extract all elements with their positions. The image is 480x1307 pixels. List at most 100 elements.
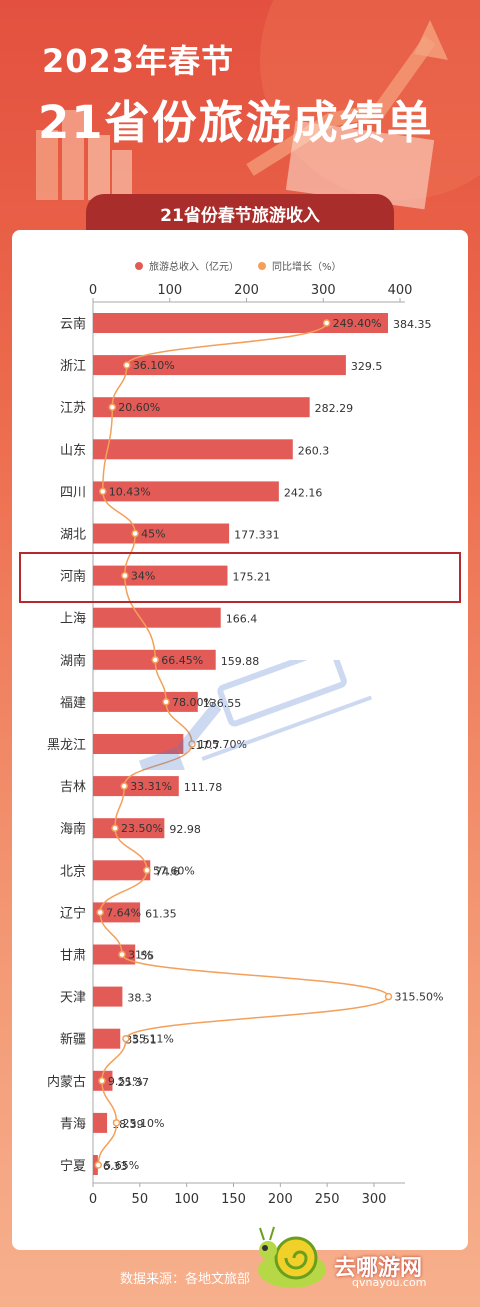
- bar: [93, 355, 346, 376]
- growth-value-label: 66.45%: [161, 654, 203, 667]
- growth-value-label: 31%: [128, 949, 152, 962]
- legend-line-marker: [258, 262, 266, 270]
- bar-value-label: 38.3: [127, 992, 152, 1005]
- bar-value-label: 55: [140, 950, 154, 963]
- bar-value-label: 61.35: [145, 907, 177, 920]
- bar: [93, 397, 310, 418]
- bar: [93, 734, 184, 754]
- growth-point: [123, 361, 131, 369]
- category-label: 湖南: [60, 653, 86, 669]
- growth-point: [151, 656, 159, 664]
- bar-value-label: 35.51: [125, 1034, 157, 1047]
- top-axis-tick-label: 300: [311, 283, 336, 298]
- bar: [93, 1028, 121, 1049]
- bar: [93, 902, 141, 923]
- category-label: 四川: [60, 485, 86, 500]
- legend: 旅游总收入（亿元） 同比增长（%）: [135, 260, 342, 273]
- category-label: 河南: [60, 569, 86, 585]
- growth-point: [112, 1119, 121, 1127]
- growth-value-label: 35.11%: [132, 1033, 174, 1046]
- growth-value-label: 7.64%: [106, 906, 141, 919]
- legend-bar-marker: [135, 262, 143, 270]
- growth-value-label: 10.43%: [109, 485, 151, 498]
- growth-line: [97, 322, 390, 1166]
- category-label: 上海: [60, 612, 86, 627]
- growth-value-label: 78.00%: [172, 696, 214, 709]
- bar-value-label: 329.5: [351, 360, 383, 373]
- growth-value-label: 5.65%: [104, 1159, 139, 1172]
- growth-value-label: 105.70%: [198, 738, 247, 751]
- growth-point: [108, 403, 117, 411]
- growth-point: [120, 782, 128, 790]
- growth-value-label: 9.51%: [108, 1075, 143, 1088]
- bar-value-label: 384.35: [393, 318, 432, 331]
- growth-point: [96, 908, 104, 917]
- bar-series: 384.35 329.5 282.29 260.3 242.16 177.331 175.2…: [93, 313, 431, 1175]
- bar-value-label: 6.33: [103, 1160, 128, 1173]
- category-label: 福建: [60, 696, 86, 711]
- growth-value-label: 36.10%: [133, 359, 175, 372]
- bar-value-label: 260.3: [298, 444, 330, 457]
- growth-value-label: 315.50%: [395, 991, 444, 1004]
- top-axis-tick-label: 100: [157, 283, 182, 298]
- top-axis: 0 100 200 300 400: [89, 283, 412, 303]
- growth-point: [121, 571, 129, 580]
- highlight-box: [19, 552, 461, 603]
- bar: [93, 439, 293, 460]
- growth-value-label: 25.10%: [123, 1117, 165, 1130]
- bar: [93, 481, 279, 502]
- bar: [93, 313, 388, 333]
- watermark-logo: [138, 660, 372, 770]
- bar: [93, 565, 228, 586]
- bottom-axis-tick-label: 200: [268, 1192, 293, 1207]
- bottom-axis-tick-label: 300: [362, 1192, 387, 1207]
- growth-value-label: 33.31%: [130, 780, 172, 793]
- category-label: 浙江: [60, 359, 86, 374]
- bar-value-label: 177.331: [234, 529, 280, 542]
- category-label: 宁夏: [60, 1158, 86, 1174]
- decorative-background: [36, 0, 480, 210]
- growth-value-label: 57.60%: [153, 864, 195, 877]
- category-label: 新疆: [60, 1032, 86, 1048]
- bottom-axis-tick-label: 250: [315, 1192, 340, 1207]
- growth-value-label: 249.40%: [333, 317, 382, 330]
- bar-value-label: 136.55: [203, 697, 242, 710]
- category-label: 海南: [60, 821, 86, 837]
- bar-value-label: 166.4: [226, 613, 258, 626]
- category-label: 江苏: [60, 400, 86, 416]
- bar: [93, 818, 165, 839]
- category-label: 内蒙古: [47, 1074, 86, 1090]
- category-label: 吉林: [60, 780, 86, 795]
- category-label: 云南: [60, 316, 86, 332]
- growth-point: [99, 487, 107, 496]
- bar: [93, 607, 221, 628]
- growth-point: [143, 866, 151, 875]
- growth-point: [131, 529, 139, 538]
- category-label: 山东: [60, 443, 86, 458]
- category-label: 辽宁: [60, 905, 86, 921]
- bottom-axis-tick-label: 0: [89, 1192, 97, 1207]
- growth-point: [188, 740, 196, 748]
- growth-point: [162, 698, 170, 706]
- chart-banner: 21省份春节旅游收入: [86, 194, 394, 232]
- bar: [93, 523, 230, 544]
- category-label: 青海: [60, 1117, 86, 1132]
- bar: [93, 860, 151, 881]
- bar: [93, 944, 136, 965]
- bar: [93, 776, 179, 797]
- growth-point: [94, 1161, 103, 1169]
- growth-point: [384, 992, 393, 1001]
- bar-value-label: 242.16: [284, 486, 323, 499]
- brand-url: qvnayou.com: [352, 1276, 427, 1289]
- growth-value-label: 34%: [131, 570, 155, 583]
- category-label: 甘肃: [60, 949, 86, 964]
- growth-point: [118, 950, 126, 959]
- growth-point: [322, 319, 331, 327]
- legend-bar-label: 旅游总收入（亿元）: [149, 260, 239, 273]
- growth-value-label: 23.50%: [121, 822, 163, 835]
- bottom-axis-tick-label: 100: [174, 1192, 199, 1207]
- top-axis-tick-label: 200: [234, 283, 259, 298]
- category-label: 北京: [60, 864, 86, 879]
- page-title: 21省份旅游成绩单: [38, 96, 434, 149]
